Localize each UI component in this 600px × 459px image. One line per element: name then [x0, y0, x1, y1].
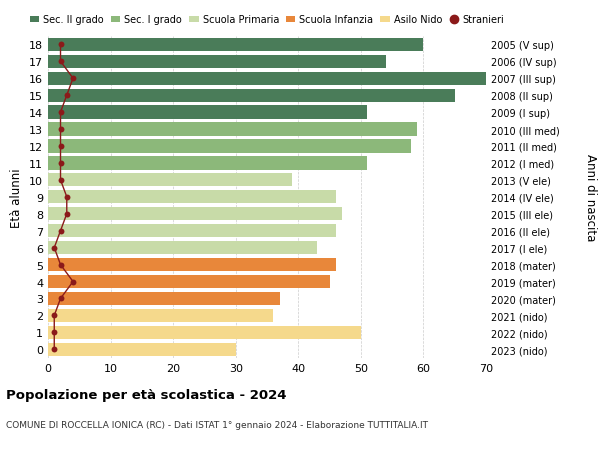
Bar — [48, 73, 486, 85]
Point — [62, 92, 71, 100]
Point — [56, 58, 65, 66]
Bar — [48, 309, 273, 322]
Bar — [48, 90, 455, 102]
Point — [49, 329, 59, 336]
Bar — [48, 56, 386, 69]
Text: Popolazione per età scolastica - 2024: Popolazione per età scolastica - 2024 — [6, 388, 287, 401]
Point — [56, 41, 65, 49]
Point — [56, 261, 65, 269]
Bar — [48, 343, 236, 356]
Point — [49, 346, 59, 353]
Point — [62, 211, 71, 218]
Y-axis label: Età alunni: Età alunni — [10, 168, 23, 227]
Point — [68, 75, 78, 83]
Point — [56, 295, 65, 302]
Point — [56, 109, 65, 117]
Point — [56, 177, 65, 184]
Bar — [48, 275, 329, 289]
Bar — [48, 123, 417, 136]
Bar — [48, 224, 336, 238]
Bar — [48, 326, 361, 339]
Point — [49, 312, 59, 319]
Bar — [48, 106, 367, 119]
Point — [56, 143, 65, 150]
Bar — [48, 191, 336, 204]
Text: Anni di nascita: Anni di nascita — [584, 154, 597, 241]
Bar — [48, 39, 424, 52]
Bar — [48, 140, 411, 153]
Text: COMUNE DI ROCCELLA IONICA (RC) - Dati ISTAT 1° gennaio 2024 - Elaborazione TUTTI: COMUNE DI ROCCELLA IONICA (RC) - Dati IS… — [6, 420, 428, 429]
Bar — [48, 258, 336, 272]
Bar — [48, 292, 280, 305]
Legend: Sec. II grado, Sec. I grado, Scuola Primaria, Scuola Infanzia, Asilo Nido, Stran: Sec. II grado, Sec. I grado, Scuola Prim… — [30, 16, 504, 25]
Point — [49, 245, 59, 252]
Point — [56, 160, 65, 167]
Point — [56, 126, 65, 134]
Point — [68, 278, 78, 285]
Bar — [48, 207, 342, 221]
Point — [62, 194, 71, 201]
Bar — [48, 241, 317, 255]
Bar — [48, 157, 367, 170]
Point — [56, 228, 65, 235]
Bar — [48, 174, 292, 187]
